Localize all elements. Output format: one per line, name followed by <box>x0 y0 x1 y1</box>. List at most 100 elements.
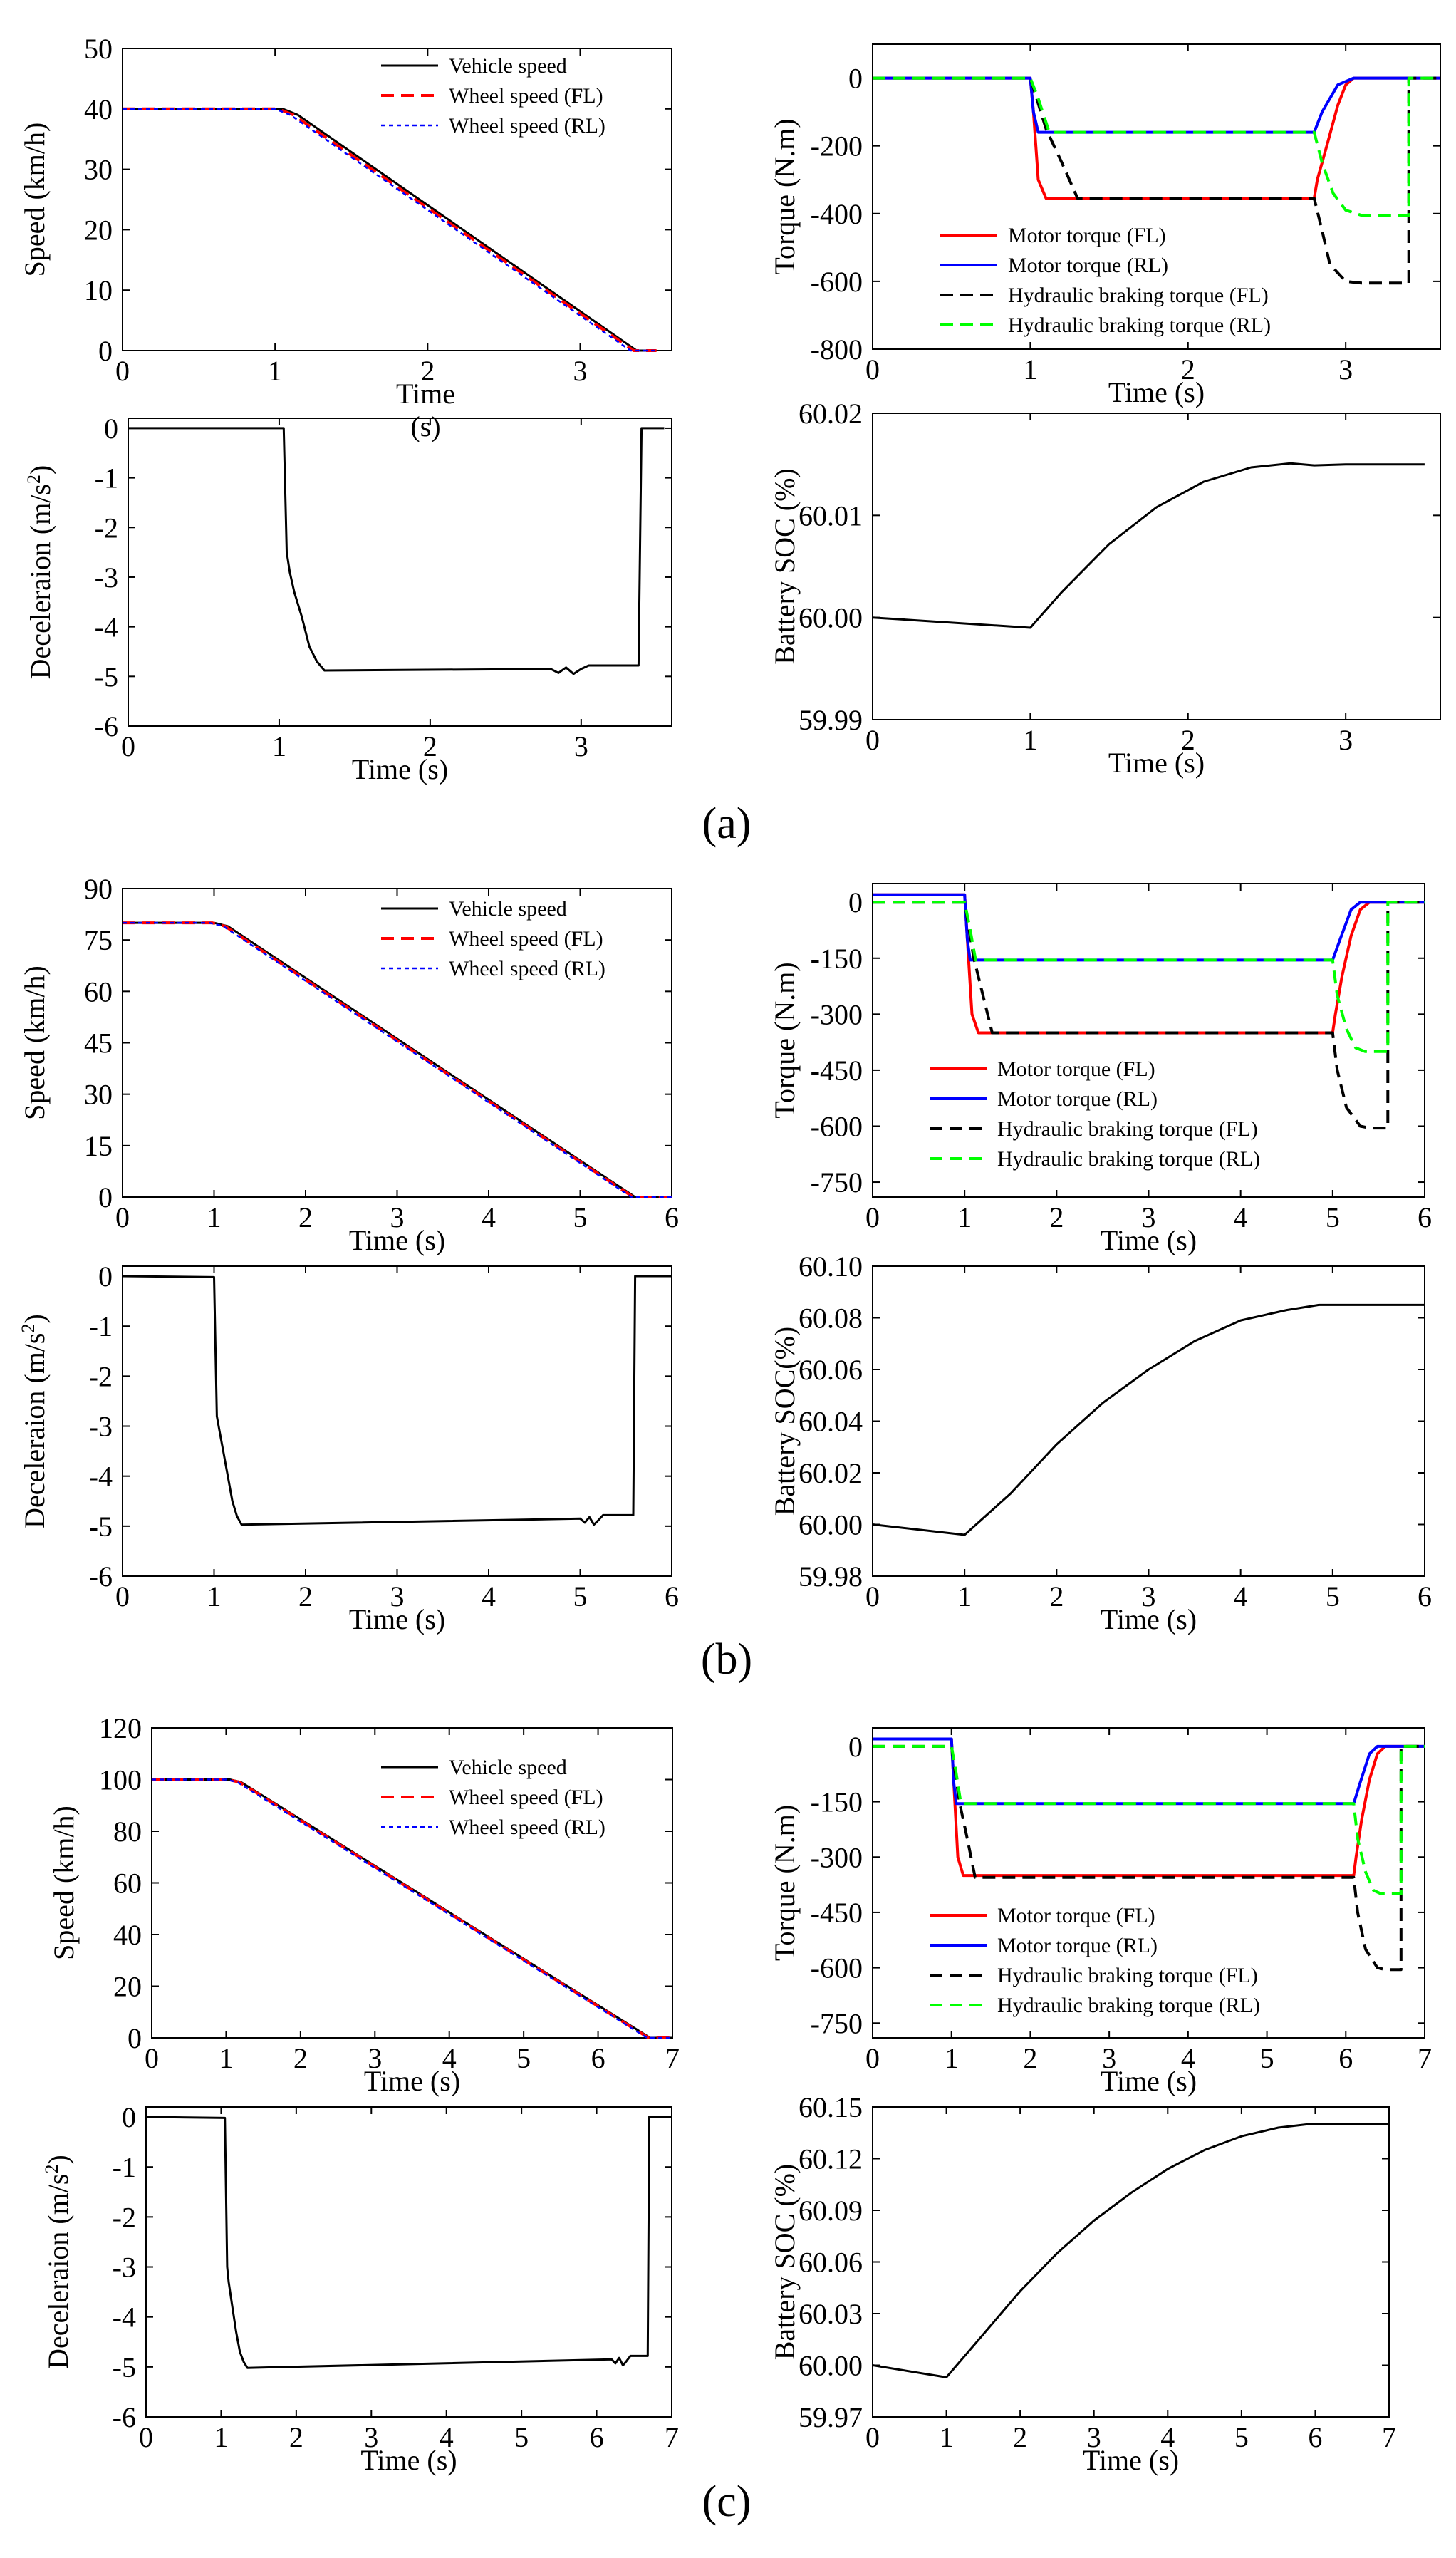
x-tick-label: 3 <box>1338 724 1353 756</box>
y-tick-label: 120 <box>99 1712 142 1744</box>
y-tick-label: 0 <box>128 2022 142 2054</box>
x-tick-label: 0 <box>865 1201 880 1233</box>
x-tick-label: 1 <box>272 730 286 762</box>
x-tick-label: 3 <box>1142 1201 1156 1233</box>
x-tick-label: 4 <box>1234 1201 1248 1233</box>
axes-frame <box>122 48 672 351</box>
y-tick-label: 60.04 <box>799 1406 863 1438</box>
y-tick-label: -4 <box>95 611 118 643</box>
legend-label-0: Vehicle speed <box>449 897 567 921</box>
y-tick-label: -150 <box>811 1786 863 1818</box>
y-tick-label: -4 <box>89 1461 113 1493</box>
x-tick-label: 6 <box>665 1201 679 1233</box>
y-tick-label: 60.08 <box>799 1303 863 1335</box>
legend: Vehicle speed Wheel speed (FL) Wheel speed… <box>381 897 605 980</box>
legend-label-0: Motor torque (FL) <box>997 1057 1155 1081</box>
legend-label-0: Vehicle speed <box>449 1756 567 1779</box>
series-line-0 <box>873 2123 1389 2378</box>
legend-label-1: Wheel speed (FL) <box>449 1786 603 1809</box>
x-tick-label: 6 <box>591 2042 605 2074</box>
x-axis-label: Time (s) <box>364 2065 460 2097</box>
y-tick-label: -150 <box>811 943 863 975</box>
axes-frame <box>151 1727 673 2039</box>
x-tick-label: 1 <box>219 2042 233 2074</box>
x-tick-label: 1 <box>268 355 282 387</box>
y-tick-label: 59.98 <box>799 1560 863 1593</box>
x-tick-label: 2 <box>423 730 437 762</box>
series-line-3 <box>873 901 1425 1053</box>
y-tick-label: -5 <box>89 1511 113 1543</box>
x-tick-label: 2 <box>1049 1580 1064 1612</box>
chart-a-soc: 0 1 2 3 59.99 60.00 60.01 60.02 Time (s) Battery … <box>769 398 1441 779</box>
axes-frame <box>872 413 1441 720</box>
x-tick-label: 6 <box>590 2421 604 2453</box>
y-tick-label: 0 <box>104 413 118 445</box>
x-tick-label: 2 <box>298 1580 313 1612</box>
x-tick-label: 3 <box>573 355 588 387</box>
y-tick-label: -200 <box>811 130 863 162</box>
x-tick-label: 4 <box>442 2042 457 2074</box>
x-axis-label: Time (s) <box>1101 1224 1197 1256</box>
series-line-0 <box>146 2116 672 2369</box>
x-tick-label: 5 <box>573 1580 588 1612</box>
x-tick-label: 4 <box>1234 1580 1248 1612</box>
chart-c-torque: 0 1 2 3 4 5 6 7 -750 -600 -450 -300 -150 0 Time (s) Tor… <box>769 1727 1432 2097</box>
series-line-0 <box>123 1275 672 1526</box>
y-tick-label: -6 <box>113 2401 136 2433</box>
x-tick-label: 5 <box>1326 1201 1340 1233</box>
series-line-0 <box>873 76 1440 200</box>
x-tick-label: 0 <box>865 2042 880 2074</box>
y-tick-label: 0 <box>98 1260 113 1293</box>
x-tick-label: 2 <box>1023 2042 1037 2074</box>
legend-label-3: Hydraulic braking torque (RL) <box>997 1147 1260 1171</box>
y-tick-label: 60 <box>84 975 113 1008</box>
legend-label-2: Hydraulic braking torque (FL) <box>1008 284 1269 307</box>
x-tick-label: 6 <box>1308 2421 1322 2453</box>
chart-b-torque: 0 1 2 3 4 5 6 -750 -600 -450 -300 -150 0 Time (s) Torq… <box>769 883 1432 1256</box>
y-axis-label: Torque (N.m) <box>769 118 801 274</box>
chart-c-decel: 0 1 2 3 4 5 6 7 -6 -5 -4 -3 -2 -1 0 Time (s) Deceleraion… <box>41 2101 679 2476</box>
series-line-1 <box>873 893 1425 962</box>
y-tick-label: -800 <box>811 333 863 366</box>
y-axis-label: Speed (km/h) <box>48 1806 80 1960</box>
series-line-0 <box>873 1303 1425 1536</box>
y-tick-label: 60.00 <box>799 602 863 634</box>
y-tick-label: 60 <box>113 1868 142 1900</box>
legend-label-0: Motor torque (FL) <box>997 1904 1155 1927</box>
legend-label-2: Wheel speed (RL) <box>449 114 605 138</box>
y-tick-label: 20 <box>113 1971 142 2003</box>
y-tick-label: 59.99 <box>799 704 863 736</box>
x-tick-label: 0 <box>115 1201 130 1233</box>
x-tick-label: 1 <box>940 2421 954 2453</box>
y-tick-label: 60.00 <box>799 1509 863 1541</box>
legend: Vehicle speed Wheel speed (FL) Wheel speed… <box>381 1756 605 1839</box>
y-axis-label: Battery SOC (%) <box>769 2164 801 2361</box>
panel-label-a: (a) <box>702 799 752 848</box>
y-tick-label: 59.97 <box>799 2401 863 2433</box>
legend: Vehicle speed Wheel speed (FL) Wheel speed… <box>381 54 605 138</box>
x-tick-label: 7 <box>665 2042 680 2074</box>
series-line-0 <box>128 427 665 675</box>
x-tick-label: 0 <box>865 353 880 385</box>
x-tick-label: 2 <box>1013 2421 1027 2453</box>
legend-label-1: Motor torque (RL) <box>997 1934 1158 1957</box>
legend-label-2: Hydraulic braking torque (FL) <box>997 1117 1258 1141</box>
y-tick-label: 100 <box>99 1764 142 1796</box>
x-tick-label: 5 <box>514 2421 529 2453</box>
series-line-1 <box>873 76 1440 134</box>
series-line-2 <box>873 76 1440 285</box>
x-tick-label: 5 <box>573 1201 588 1233</box>
x-tick-label: 3 <box>364 2421 378 2453</box>
x-tick-label: 3 <box>1087 2421 1101 2453</box>
chart-b-soc: 0 1 2 3 4 5 6 59.98 60.00 60.02 60.04 60.06 60.08 60.… <box>769 1250 1432 1635</box>
panel-label-b: (b) <box>700 1635 753 1684</box>
y-tick-label: -600 <box>811 1952 863 1984</box>
y-tick-label: -5 <box>95 661 118 693</box>
y-tick-label: 80 <box>113 1816 142 1848</box>
axes-frame <box>122 1265 672 1577</box>
x-tick-label: 2 <box>1181 353 1195 385</box>
y-tick-label: 0 <box>98 335 113 367</box>
x-tick-label: 5 <box>1234 2421 1249 2453</box>
x-axis-label: Time (s) <box>352 753 448 785</box>
